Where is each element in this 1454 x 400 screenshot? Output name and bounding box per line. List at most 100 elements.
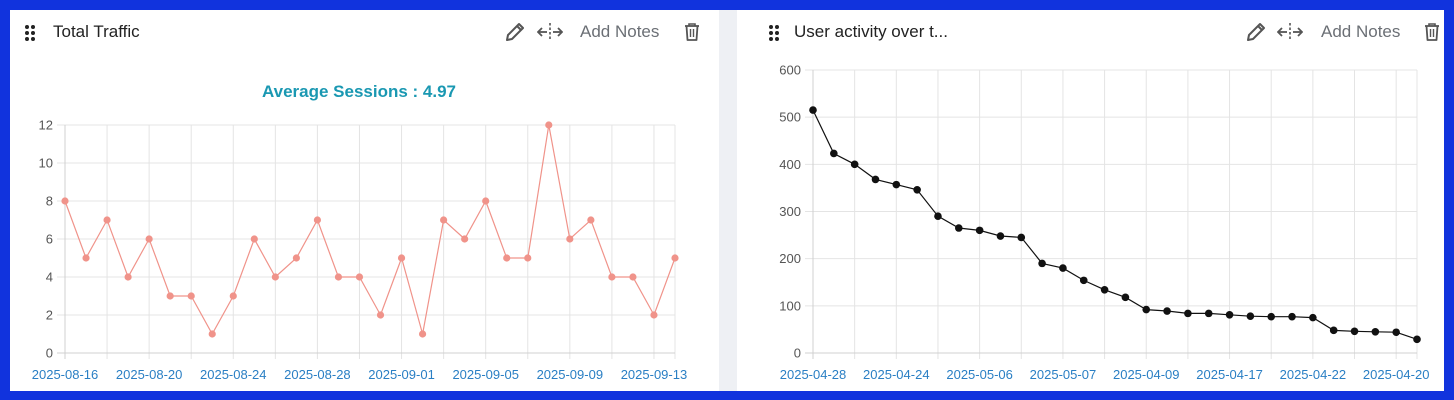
data-point bbox=[871, 175, 880, 184]
data-point bbox=[334, 273, 343, 281]
x-tick-label: 2025-04-17 bbox=[1196, 367, 1263, 382]
x-tick-label: 2025-08-16 bbox=[32, 367, 99, 382]
x-tick-label: 2025-09-09 bbox=[537, 367, 604, 382]
data-point bbox=[208, 330, 216, 338]
data-point bbox=[830, 149, 838, 158]
x-tick-label: 2025-08-20 bbox=[116, 367, 183, 382]
data-point bbox=[1142, 305, 1151, 314]
data-point bbox=[271, 273, 279, 281]
y-tick-label: 500 bbox=[779, 110, 801, 125]
x-tick-label: 2025-09-05 bbox=[452, 367, 519, 382]
x-tick-label: 2025-08-28 bbox=[284, 367, 351, 382]
data-point bbox=[1350, 327, 1359, 336]
data-point bbox=[975, 226, 984, 235]
data-point bbox=[954, 224, 963, 232]
total-traffic-panel: Total Traffic Add Notes bbox=[10, 10, 719, 391]
trash-icon[interactable] bbox=[682, 21, 702, 43]
data-point bbox=[1225, 310, 1234, 319]
data-point bbox=[376, 311, 385, 319]
data-point bbox=[892, 180, 901, 189]
panel-title: Total Traffic bbox=[53, 22, 140, 41]
panel-header: Total Traffic Add Notes bbox=[10, 10, 719, 54]
add-notes-button[interactable]: Add Notes bbox=[580, 22, 660, 41]
data-point bbox=[229, 292, 237, 300]
y-tick-label: 200 bbox=[779, 251, 801, 266]
x-tick-label: 2025-09-13 bbox=[621, 367, 688, 382]
data-point bbox=[145, 235, 153, 243]
data-point bbox=[1392, 328, 1400, 337]
drag-handle-icon[interactable] bbox=[24, 24, 36, 42]
x-tick-label: 2025-04-09 bbox=[1113, 367, 1180, 382]
move-icon[interactable] bbox=[537, 21, 563, 43]
drag-handle-icon[interactable] bbox=[768, 24, 780, 42]
data-point bbox=[1184, 309, 1192, 318]
data-point bbox=[503, 254, 511, 262]
data-point bbox=[187, 292, 195, 300]
y-tick-label: 8 bbox=[46, 194, 53, 209]
data-point bbox=[996, 232, 1005, 240]
data-point bbox=[566, 235, 574, 243]
data-point bbox=[166, 292, 174, 300]
y-tick-label: 4 bbox=[46, 270, 53, 285]
data-point bbox=[355, 273, 364, 281]
data-point bbox=[913, 186, 921, 194]
y-tick-label: 12 bbox=[39, 118, 53, 133]
x-tick-label: 2025-09-01 bbox=[368, 367, 435, 382]
data-point bbox=[934, 212, 942, 221]
chart-title: Average Sessions : 4.97 bbox=[262, 82, 456, 101]
data-point bbox=[1329, 326, 1338, 335]
data-point bbox=[418, 330, 427, 338]
user-activity-panel: User activity over t... Add Notes bbox=[737, 10, 1444, 391]
data-point bbox=[82, 254, 90, 262]
data-point bbox=[809, 106, 817, 114]
data-point bbox=[1017, 233, 1026, 242]
x-tick-label: 2025-04-20 bbox=[1363, 367, 1430, 382]
move-icon[interactable] bbox=[1277, 21, 1303, 43]
data-point bbox=[61, 197, 69, 205]
pencil-icon[interactable] bbox=[504, 21, 526, 43]
y-tick-label: 0 bbox=[46, 346, 53, 361]
add-notes-button[interactable]: Add Notes bbox=[1321, 22, 1401, 41]
data-point bbox=[1413, 335, 1421, 344]
y-tick-label: 2 bbox=[46, 308, 53, 323]
trash-icon[interactable] bbox=[1422, 21, 1442, 43]
pencil-icon[interactable] bbox=[1245, 21, 1267, 43]
data-point bbox=[313, 216, 322, 224]
y-tick-label: 600 bbox=[779, 63, 801, 78]
data-point bbox=[1204, 309, 1213, 318]
data-point bbox=[1309, 313, 1317, 322]
y-tick-label: 6 bbox=[46, 232, 53, 247]
data-point bbox=[461, 235, 469, 243]
data-point bbox=[1288, 312, 1296, 321]
data-point bbox=[650, 311, 658, 319]
x-tick-label: 2025-05-07 bbox=[1030, 367, 1097, 382]
x-tick-label: 2025-05-06 bbox=[946, 367, 1013, 382]
data-point bbox=[1079, 276, 1088, 285]
panel-title: User activity over t... bbox=[794, 22, 948, 41]
data-point bbox=[250, 235, 258, 243]
data-point bbox=[608, 273, 616, 281]
data-point bbox=[1246, 312, 1255, 321]
x-tick-label: 2025-08-24 bbox=[200, 367, 267, 382]
data-point bbox=[440, 216, 448, 224]
data-point bbox=[1371, 327, 1380, 336]
data-point bbox=[103, 216, 111, 224]
data-point bbox=[482, 197, 490, 205]
data-point bbox=[850, 160, 859, 169]
y-tick-label: 300 bbox=[779, 204, 801, 219]
data-point bbox=[1038, 259, 1046, 268]
data-point bbox=[124, 273, 132, 281]
data-point bbox=[1163, 307, 1171, 315]
x-tick-label: 2025-04-24 bbox=[863, 367, 930, 382]
y-tick-label: 10 bbox=[39, 156, 53, 171]
x-tick-label: 2025-04-28 bbox=[780, 367, 847, 382]
panel-gap bbox=[719, 10, 737, 391]
data-point bbox=[587, 216, 595, 224]
data-point bbox=[671, 254, 679, 262]
data-point bbox=[1100, 285, 1109, 294]
data-point bbox=[1267, 312, 1276, 321]
series-line bbox=[812, 109, 1418, 340]
data-point bbox=[545, 121, 553, 129]
data-point bbox=[397, 254, 406, 262]
y-tick-label: 400 bbox=[779, 157, 801, 172]
